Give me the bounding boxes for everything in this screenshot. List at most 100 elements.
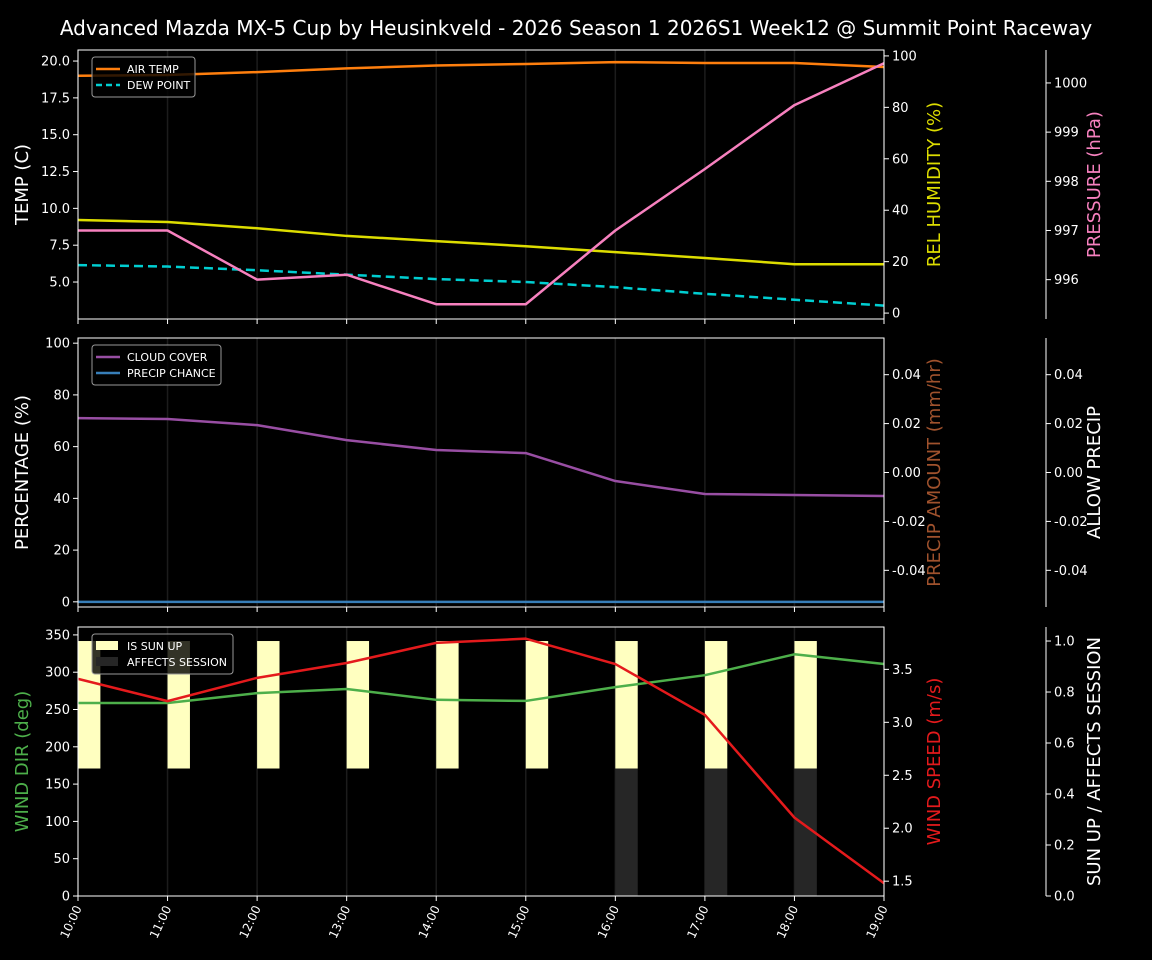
legend: IS SUN UP AFFECTS SESSION xyxy=(91,633,234,675)
y-tick-label: -0.04 xyxy=(892,564,926,579)
y-tick-label: -0.02 xyxy=(1054,515,1088,530)
bar-is-sun-up xyxy=(525,641,549,769)
y-tick-label: 10.0 xyxy=(41,202,70,217)
x-tick-label: 14:00 xyxy=(416,903,443,940)
plot-frame xyxy=(77,49,885,320)
axis-label: REL HUMIDITY (%) xyxy=(924,102,945,267)
y-tick-label: 100 xyxy=(892,49,917,64)
y-tick-label: 3.5 xyxy=(892,663,913,678)
legend-label: DEW POINT xyxy=(127,79,191,92)
y-tick-label: 0.04 xyxy=(892,368,921,383)
y-tick-label: 0 xyxy=(62,890,70,905)
chart-title: Advanced Mazda MX-5 Cup by Heusinkveld -… xyxy=(60,16,1093,40)
y-tick-label: -0.02 xyxy=(892,515,926,530)
y-tick-label: 80 xyxy=(892,101,909,116)
legend-swatch xyxy=(96,641,118,650)
y-tick-label: 5.0 xyxy=(49,276,70,291)
y-tick-label: 300 xyxy=(45,666,70,681)
bar-affects-session xyxy=(615,768,638,896)
x-tick-label: 11:00 xyxy=(147,903,174,940)
series-line-axis1-1 xyxy=(77,637,885,885)
y-tick-label: 0.00 xyxy=(1054,466,1083,481)
y-tick-label: 60 xyxy=(53,440,70,455)
axis-label: ALLOW PRECIP xyxy=(1084,406,1105,539)
legend-label: CLOUD COVER xyxy=(127,351,208,364)
y-tick-label: 0.02 xyxy=(1054,417,1083,432)
x-tick-label: 16:00 xyxy=(595,903,622,940)
panel-3: 0 50 100 150 200 250 300 350 WIND DIR (deg) 1.5 2.… xyxy=(12,626,1105,941)
legend-label: PRECIP CHANCE xyxy=(127,367,216,380)
legend-box xyxy=(91,633,234,675)
y-tick-label: 100 xyxy=(45,815,70,830)
y-tick-label: 20 xyxy=(892,255,909,270)
y-tick-label: 0.02 xyxy=(892,417,921,432)
bar-is-sun-up xyxy=(346,641,370,769)
y-tick-label: 0.4 xyxy=(1054,788,1075,803)
y-tick-label: 0.04 xyxy=(1054,368,1083,383)
panel-1: 5.0 7.5 10.0 12.5 15.0 17.5 20.0 TEMP (C) 0 20 40 6… xyxy=(12,49,1105,324)
y-tick-label: 100 xyxy=(45,337,70,352)
y-tick-label: 0.8 xyxy=(1054,686,1075,701)
y-tick-label: 200 xyxy=(45,740,70,755)
x-tick-label: 19:00 xyxy=(863,903,890,940)
legend-box xyxy=(91,344,222,386)
bar-affects-session xyxy=(704,768,728,896)
y-tick-label: 20.0 xyxy=(41,55,70,70)
legend: CLOUD COVER PRECIP CHANCE xyxy=(91,344,222,386)
axis-label: PRESSURE (hPa) xyxy=(1084,111,1105,258)
y-tick-label: 50 xyxy=(53,852,70,867)
x-tick-label: 15:00 xyxy=(505,903,532,940)
series-line-axis0-0 xyxy=(78,653,885,705)
y-tick-label: 999 xyxy=(1054,126,1079,141)
x-tick-label: 13:00 xyxy=(326,903,353,940)
y-tick-label: 1.0 xyxy=(1054,635,1075,650)
y-tick-label: 0.00 xyxy=(892,466,921,481)
legend-label: IS SUN UP xyxy=(127,640,183,653)
bar-is-sun-up xyxy=(794,641,817,769)
y-tick-label: 0.2 xyxy=(1054,839,1075,854)
legend-box xyxy=(91,56,196,98)
y-tick-label: 2.5 xyxy=(892,769,913,784)
y-tick-label: 350 xyxy=(45,628,70,643)
y-tick-label: 60 xyxy=(892,152,909,167)
bar-affects-session xyxy=(794,768,817,896)
y-tick-label: 40 xyxy=(53,492,70,507)
y-tick-label: 1000 xyxy=(1054,76,1087,91)
y-tick-label: 1.5 xyxy=(892,875,913,890)
y-tick-label: 7.5 xyxy=(49,239,70,254)
y-tick-label: 0.6 xyxy=(1054,737,1075,752)
legend-swatch xyxy=(96,657,118,666)
legend: AIR TEMP DEW POINT xyxy=(91,56,196,98)
axis-label: PERCENTAGE (%) xyxy=(12,395,33,550)
series-line-air-temp xyxy=(77,60,885,78)
y-tick-label: 997 xyxy=(1054,224,1079,239)
legend-label: AFFECTS SESSION xyxy=(127,656,227,669)
axis-label: SUN UP / AFFECTS SESSION xyxy=(1084,637,1105,886)
x-tick-label: 12:00 xyxy=(237,903,264,940)
legend-label: AIR TEMP xyxy=(127,63,179,76)
y-tick-label: 0 xyxy=(892,307,900,322)
y-tick-label: 996 xyxy=(1054,273,1079,288)
bar-is-sun-up xyxy=(436,641,459,769)
bar-is-sun-up xyxy=(257,641,280,769)
y-tick-label: 2.0 xyxy=(892,822,913,837)
y-tick-label: 3.0 xyxy=(892,716,913,731)
y-tick-label: 0.0 xyxy=(1054,890,1075,905)
y-tick-label: 998 xyxy=(1054,175,1079,190)
x-tick-label: 17:00 xyxy=(684,903,711,940)
axis-label: PRECIP AMOUNT (mm/hr) xyxy=(924,358,945,587)
y-tick-label: 80 xyxy=(53,388,70,403)
series-line-axis2-3 xyxy=(78,62,885,306)
y-tick-label: -0.04 xyxy=(1054,564,1088,579)
series-line-cloud-cover xyxy=(77,416,885,498)
bar-is-sun-up xyxy=(615,641,638,769)
y-tick-label: 12.5 xyxy=(41,165,70,180)
plot-frame xyxy=(77,626,885,897)
series-line-dew-point xyxy=(77,263,885,307)
x-tick-label: 18:00 xyxy=(774,903,801,940)
y-tick-label: 15.0 xyxy=(41,128,70,143)
x-tick-label: 10:00 xyxy=(57,903,84,940)
y-tick-label: 17.5 xyxy=(41,91,70,106)
y-tick-label: 0 xyxy=(62,595,70,610)
